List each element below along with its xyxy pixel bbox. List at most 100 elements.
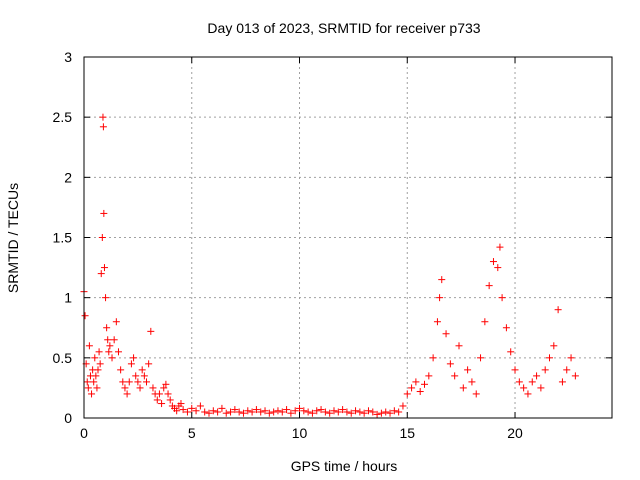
data-point <box>145 360 153 368</box>
data-point <box>343 408 351 416</box>
data-point <box>102 294 110 302</box>
data-point <box>99 113 107 121</box>
data-point <box>142 378 150 386</box>
data-point <box>173 407 181 415</box>
data-point <box>121 384 129 392</box>
data-point <box>108 354 116 362</box>
y-tick-label: 2.5 <box>53 109 73 125</box>
data-point <box>425 372 433 380</box>
data-point <box>84 384 92 392</box>
y-tick-label: 1 <box>64 290 72 306</box>
chart-title: Day 013 of 2023, SRMTID for receiver p73… <box>207 20 480 36</box>
data-point <box>196 402 204 410</box>
axis-ticks: 0 5 10 15 20 0 0.5 1 1.5 2 2.5 3 <box>53 49 612 441</box>
x-tick-label: 10 <box>292 425 308 441</box>
data-point <box>296 404 304 412</box>
data-point <box>304 408 312 416</box>
x-tick-label: 20 <box>507 425 523 441</box>
data-point <box>520 384 528 392</box>
data-point <box>369 408 377 416</box>
data-point <box>209 407 217 415</box>
data-point <box>85 342 93 350</box>
data-point <box>283 406 291 414</box>
data-point <box>502 324 510 332</box>
data-point <box>464 366 472 374</box>
data-point <box>119 378 127 386</box>
data-point <box>160 384 168 392</box>
data-point <box>459 384 467 392</box>
data-point <box>481 318 489 326</box>
data-point <box>468 378 476 386</box>
data-point <box>205 409 213 417</box>
data-point <box>477 354 485 362</box>
data-point <box>558 378 566 386</box>
data-point <box>347 409 355 417</box>
data-point <box>442 330 450 338</box>
data-point <box>498 294 506 302</box>
data-point <box>533 372 541 380</box>
data-point <box>96 360 104 368</box>
data-point <box>300 407 308 415</box>
data-point <box>257 408 265 416</box>
data-point <box>177 400 185 408</box>
data-point <box>364 407 372 415</box>
data-point <box>95 348 103 356</box>
data-point <box>110 336 118 344</box>
data-point <box>408 384 416 392</box>
data-point <box>117 366 125 374</box>
data-point <box>162 380 170 388</box>
data-point <box>356 408 364 416</box>
data-point <box>537 384 545 392</box>
data-point <box>421 380 429 388</box>
data-point <box>274 407 282 415</box>
data-point <box>563 366 571 374</box>
data-point <box>313 407 321 415</box>
data-point <box>511 366 519 374</box>
data-point <box>382 408 390 416</box>
data-point <box>554 306 562 314</box>
data-point <box>395 408 403 416</box>
data-point <box>114 348 122 356</box>
data-point <box>399 402 407 410</box>
data-point <box>489 258 497 266</box>
data-point <box>330 407 338 415</box>
data-point <box>377 409 385 417</box>
data-point <box>403 390 411 398</box>
data-point <box>92 372 100 380</box>
data-point <box>546 354 554 362</box>
data-point <box>81 312 89 320</box>
data-point <box>231 406 239 414</box>
x-tick-label: 0 <box>80 425 88 441</box>
data-point <box>147 327 155 335</box>
data-point <box>261 407 269 415</box>
data-point <box>123 390 131 398</box>
data-point <box>567 354 575 362</box>
data-point <box>472 390 480 398</box>
data-point <box>99 123 107 131</box>
data-point <box>127 360 135 368</box>
data-point <box>93 384 101 392</box>
data-point <box>515 378 523 386</box>
data-points <box>80 113 579 418</box>
data-point <box>227 408 235 416</box>
data-point <box>155 390 163 398</box>
data-point <box>112 318 120 326</box>
data-point <box>104 336 112 344</box>
data-point <box>412 378 420 386</box>
data-point <box>138 366 146 374</box>
data-point <box>496 243 504 251</box>
y-axis-label: SRMTID / TECUs <box>5 183 21 293</box>
data-point <box>386 409 394 417</box>
data-point <box>265 409 273 417</box>
data-point <box>235 408 243 416</box>
data-point <box>164 390 172 398</box>
data-point <box>455 342 463 350</box>
data-point <box>433 318 441 326</box>
data-point <box>105 348 113 356</box>
data-point <box>390 407 398 415</box>
data-point <box>451 372 459 380</box>
data-point <box>360 409 368 417</box>
data-point <box>100 209 108 217</box>
data-point <box>446 360 454 368</box>
data-point <box>524 390 532 398</box>
